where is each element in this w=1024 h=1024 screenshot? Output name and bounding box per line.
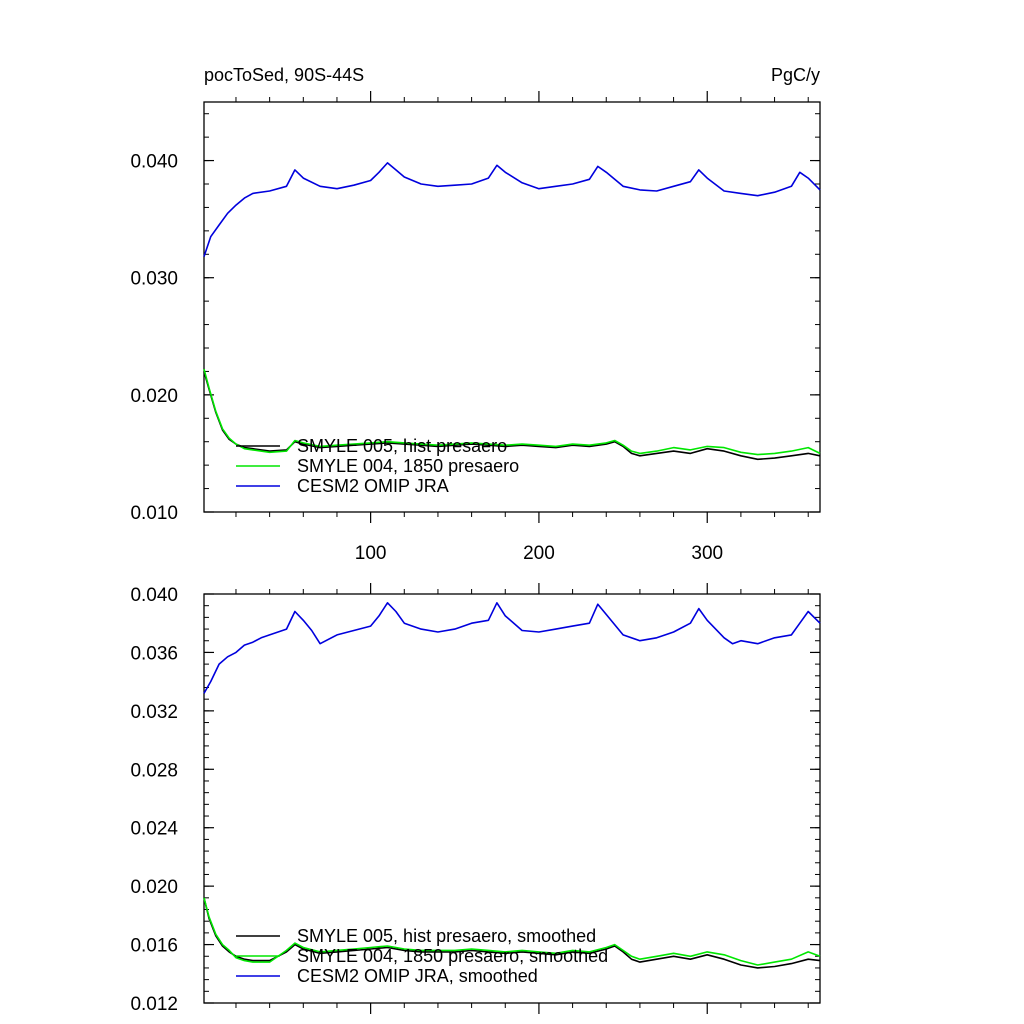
header-left-label: pocToSed, 90S-44S [204, 65, 364, 85]
y-tick-label: 0.040 [130, 585, 178, 606]
legend-label-1: SMYLE 005, hist presaero [297, 436, 507, 456]
y-tick-label: 0.032 [130, 702, 178, 723]
series-line-2 [203, 368, 821, 456]
legend-label-1: SMYLE 005, hist presaero, smoothed [297, 926, 596, 946]
y-tick-label: 0.036 [130, 643, 178, 664]
legend-label-2: SMYLE 004, 1850 presaero [297, 456, 519, 476]
x-tick-label: 100 [355, 543, 387, 564]
series-line-3 [203, 162, 821, 257]
y-tick-label: 0.024 [130, 819, 178, 840]
y-tick-label: 0.010 [130, 503, 178, 524]
y-tick-label: 0.012 [130, 994, 178, 1015]
plot-frame [203, 101, 821, 513]
x-tick-label: 200 [523, 543, 555, 564]
series-line-2 [203, 897, 821, 966]
y-tick-label: 0.016 [130, 936, 178, 957]
series-line-1 [203, 371, 821, 461]
bottom-panel: 0.012 0.016 0.020 0.024 0.028 0.032 0.036 0.040… [130, 583, 821, 1015]
x-tick-label: 300 [691, 543, 723, 564]
y-tick-label: 0.020 [130, 386, 178, 407]
y-tick-label: 0.030 [130, 269, 178, 290]
y-tick-label: 0.020 [130, 877, 178, 898]
legend-label-2: SMYLE 004, 1850 presaero, smoothed [297, 946, 608, 966]
plot-frame [203, 593, 821, 1004]
y-tick-label: 0.040 [130, 152, 178, 173]
series-line-1 [203, 897, 821, 969]
legend-label-3: CESM2 OMIP JRA, smoothed [297, 966, 538, 986]
top-panel: 0.010 0.020 0.030 0.040 100 200 300 SMYLE 005, … [130, 91, 821, 564]
series-line-3 [203, 601, 821, 694]
header-right-units: PgC/y [771, 65, 820, 85]
y-tick-label: 0.028 [130, 760, 178, 781]
legend-label-3: CESM2 OMIP JRA [297, 476, 449, 496]
